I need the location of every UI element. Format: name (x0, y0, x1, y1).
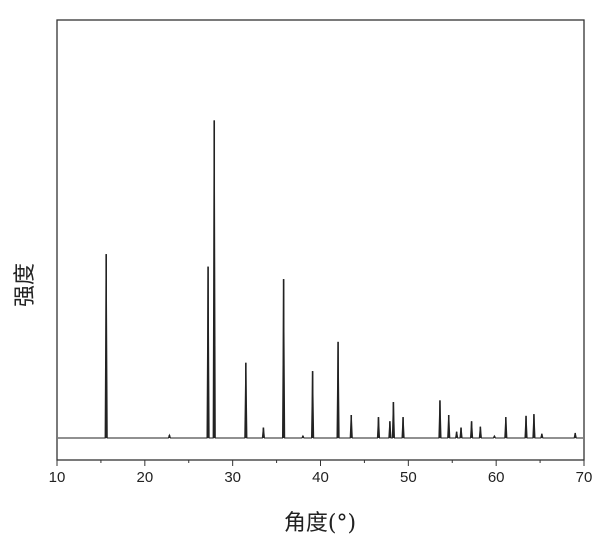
plot-frame (56, 19, 585, 461)
diffraction-trace (58, 120, 583, 439)
x-tick-label: 40 (312, 469, 329, 486)
x-tick-label: 30 (224, 469, 241, 486)
x-tick-label: 70 (576, 469, 593, 486)
x-tick-label: 20 (136, 469, 153, 486)
x-tick-label: 50 (400, 469, 417, 486)
y-axis-title: 强度 (13, 263, 38, 307)
x-axis-title: 角度(°) (284, 511, 356, 536)
x-tick-label: 10 (49, 469, 66, 486)
x-tick-label: 60 (488, 469, 505, 486)
